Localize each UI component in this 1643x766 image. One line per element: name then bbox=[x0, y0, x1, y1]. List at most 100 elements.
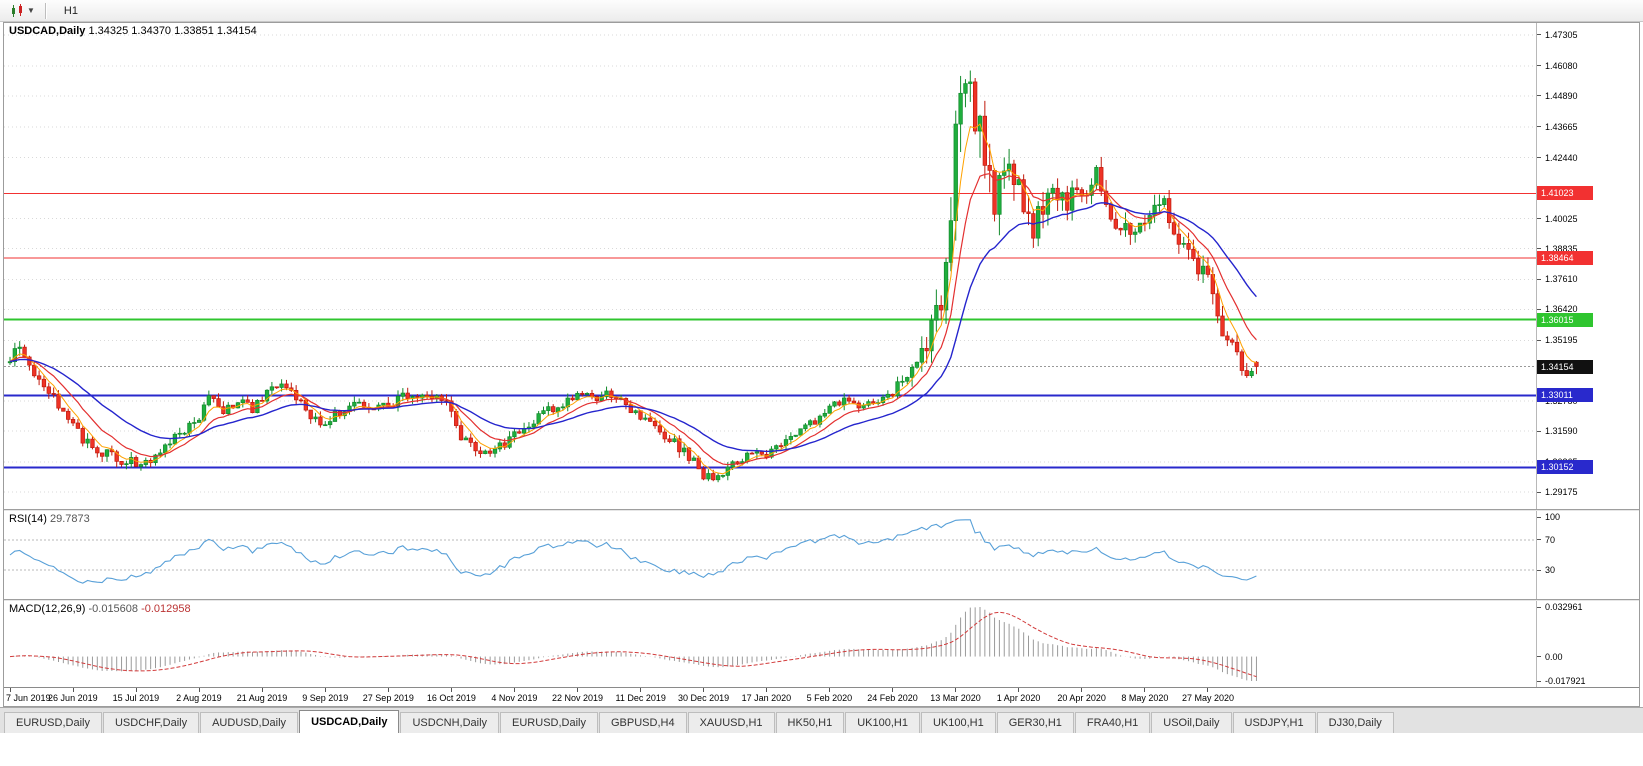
chart-type-button[interactable]: ▼ bbox=[6, 2, 39, 20]
scale-tick-mark bbox=[1537, 340, 1541, 341]
scale-tick-label: 1.35195 bbox=[1545, 335, 1578, 346]
scale-tick-label: 1.47305 bbox=[1545, 29, 1578, 40]
scale-tick-mark bbox=[1537, 248, 1541, 249]
chart-tab-bar: EURUSD,Daily USDCHF,Daily AUDUSD,Daily USDC… bbox=[0, 707, 1643, 733]
time-axis[interactable]: 7 Jun 2019 26 Jun 2019 15 Jul 2019 2 Aug 20… bbox=[4, 687, 1639, 706]
scale-tick-label: 30 bbox=[1545, 565, 1556, 576]
chart-tab-uk100-h1[interactable]: UK100,H1 bbox=[920, 712, 996, 733]
time-tick-label: 1 Apr 2020 bbox=[996, 693, 1041, 703]
chart-window: USDCAD,Daily 1.34325 1.34370 1.33851 1.3… bbox=[3, 22, 1640, 707]
time-tick-label: 27 May 2020 bbox=[1181, 693, 1234, 703]
macd-scale[interactable]: 0.032961 0.00 -0.017921 bbox=[1536, 601, 1639, 687]
scale-tick-mark bbox=[1537, 539, 1541, 540]
scale-tick-label: 1.44890 bbox=[1545, 90, 1578, 101]
price-line-label: 1.30152 bbox=[1537, 460, 1593, 475]
time-tick-mark bbox=[451, 688, 452, 692]
chart-tab-uk100-h1[interactable]: UK100,H1 bbox=[845, 712, 920, 733]
chart-tab-hk50-h1[interactable]: HK50,H1 bbox=[775, 712, 845, 733]
panel-separator[interactable] bbox=[4, 599, 1639, 601]
main-price-panel: USDCAD,Daily 1.34325 1.34370 1.33851 1.3… bbox=[4, 23, 1639, 509]
chart-tab-dj30-daily[interactable]: DJ30,Daily bbox=[1316, 712, 1394, 733]
scale-tick-label: 1.29175 bbox=[1545, 487, 1578, 497]
scale-tick-label: 1.42440 bbox=[1545, 152, 1578, 163]
scale-tick-label: 1.36420 bbox=[1545, 304, 1578, 315]
scale-tick-label: 100 bbox=[1545, 512, 1561, 522]
chart-tab-eurusd-daily[interactable]: EURUSD,Daily bbox=[4, 712, 102, 733]
time-tick-mark bbox=[1144, 688, 1145, 692]
chevron-down-icon: ▼ bbox=[27, 5, 35, 15]
chart-tab-ger30-h1[interactable]: GER30,H1 bbox=[996, 712, 1074, 733]
timeframe-button-h1[interactable]: H1 bbox=[63, 4, 78, 17]
macd-main-value: -0.015608 bbox=[88, 603, 139, 615]
time-tick-label: 22 Nov 2019 bbox=[551, 693, 603, 703]
scale-tick-label: -0.017921 bbox=[1545, 676, 1586, 686]
chart-title: USDCAD,Daily 1.34325 1.34370 1.33851 1.3… bbox=[9, 25, 257, 37]
time-tick-mark bbox=[262, 688, 263, 692]
time-tick-mark bbox=[640, 688, 641, 692]
scale-tick-label: 0.00 bbox=[1545, 651, 1563, 662]
chart-tab-usdcnh-daily[interactable]: USDCNH,Daily bbox=[400, 712, 500, 733]
toolbar-separator bbox=[44, 2, 47, 19]
chart-tab-eurusd-daily[interactable]: EURUSD,Daily bbox=[500, 712, 598, 733]
chart-tab-usdjpy-h1[interactable]: USDJPY,H1 bbox=[1232, 712, 1316, 733]
scale-tick-label: 1.31590 bbox=[1545, 426, 1578, 437]
scale-tick-label: 70 bbox=[1545, 534, 1556, 545]
rsi-value: 29.7873 bbox=[49, 513, 90, 525]
price-chart-canvas[interactable] bbox=[4, 23, 1536, 509]
current-price-label: 1.34154 bbox=[1537, 359, 1593, 374]
rsi-canvas[interactable] bbox=[4, 511, 1536, 599]
scale-tick-mark bbox=[1537, 95, 1541, 96]
time-tick-label: 20 Apr 2020 bbox=[1057, 693, 1106, 703]
time-tick-label: 21 Aug 2019 bbox=[236, 693, 288, 703]
chart-tab-usoil-daily[interactable]: USOil,Daily bbox=[1151, 712, 1232, 733]
time-tick-label: 5 Feb 2020 bbox=[806, 693, 853, 703]
time-tick-mark bbox=[892, 688, 893, 692]
chart-tab-usdcad-daily[interactable]: USDCAD,Daily bbox=[299, 710, 400, 733]
scale-tick-mark bbox=[1537, 656, 1541, 657]
time-tick-mark bbox=[199, 688, 200, 692]
scale-tick-mark bbox=[1537, 431, 1541, 432]
macd-indicator-name: MACD(12,26,9) bbox=[9, 603, 86, 615]
time-tick-mark bbox=[325, 688, 326, 692]
time-tick-mark bbox=[1018, 688, 1019, 692]
time-tick-mark bbox=[514, 688, 515, 692]
chart-tab-usdchf-daily[interactable]: USDCHF,Daily bbox=[102, 712, 200, 733]
rsi-indicator-name: RSI(14) bbox=[9, 513, 47, 525]
time-tick-label: 13 Mar 2020 bbox=[930, 693, 981, 703]
macd-signal-value: -0.012958 bbox=[141, 603, 191, 615]
time-tick-mark bbox=[766, 688, 767, 692]
time-tick-label: 26 Jun 2019 bbox=[48, 693, 98, 703]
panel-separator[interactable] bbox=[4, 509, 1639, 511]
time-tick-label: 27 Sep 2019 bbox=[362, 693, 414, 703]
scale-tick-mark bbox=[1537, 157, 1541, 158]
price-line-label: 1.36015 bbox=[1537, 312, 1593, 327]
chart-tab-gbpusd-h4[interactable]: GBPUSD,H4 bbox=[599, 712, 687, 733]
rsi-scale[interactable]: 100 70 30 bbox=[1536, 511, 1639, 599]
scale-tick-mark bbox=[1537, 517, 1541, 518]
scale-tick-label: 0.032961 bbox=[1545, 602, 1583, 612]
time-tick-label: 7 Jun 2019 bbox=[6, 693, 51, 703]
macd-title: MACD(12,26,9) -0.015608 -0.012958 bbox=[9, 603, 191, 615]
chart-tab-fra40-h1[interactable]: FRA40,H1 bbox=[1074, 712, 1151, 733]
scale-tick-mark bbox=[1537, 279, 1541, 280]
scale-tick-label: 1.37610 bbox=[1545, 274, 1578, 285]
macd-canvas[interactable] bbox=[4, 601, 1536, 687]
scale-tick-label: 1.38835 bbox=[1545, 243, 1578, 254]
scale-tick-mark bbox=[1537, 126, 1541, 127]
scale-tick-label: 1.46080 bbox=[1545, 60, 1578, 71]
time-tick-label: 24 Feb 2020 bbox=[867, 693, 918, 703]
scale-tick-mark bbox=[1537, 681, 1541, 682]
time-tick-label: 16 Oct 2019 bbox=[426, 693, 476, 703]
chart-tab-xauusd-h1[interactable]: XAUUSD,H1 bbox=[687, 712, 775, 733]
chart-tab-audusd-daily[interactable]: AUDUSD,Daily bbox=[200, 712, 299, 733]
scale-tick-mark bbox=[1537, 218, 1541, 219]
timeframe-toolbar: ▼ M1M5M15M30H1H4D1W1MN bbox=[0, 0, 1643, 89]
price-scale[interactable]: 1.47305 1.46080 1.44890 1.43665 1.42440 1.400… bbox=[1536, 23, 1639, 509]
time-tick-label: 2 Aug 2019 bbox=[176, 693, 222, 703]
time-tick-mark bbox=[10, 688, 11, 692]
macd-panel: MACD(12,26,9) -0.015608 -0.012958 0.0329… bbox=[4, 601, 1639, 687]
scale-tick-mark bbox=[1537, 65, 1541, 66]
time-tick-mark bbox=[703, 688, 704, 692]
time-tick-label: 11 Dec 2019 bbox=[615, 693, 666, 703]
time-tick-label: 17 Jan 2020 bbox=[741, 693, 792, 703]
